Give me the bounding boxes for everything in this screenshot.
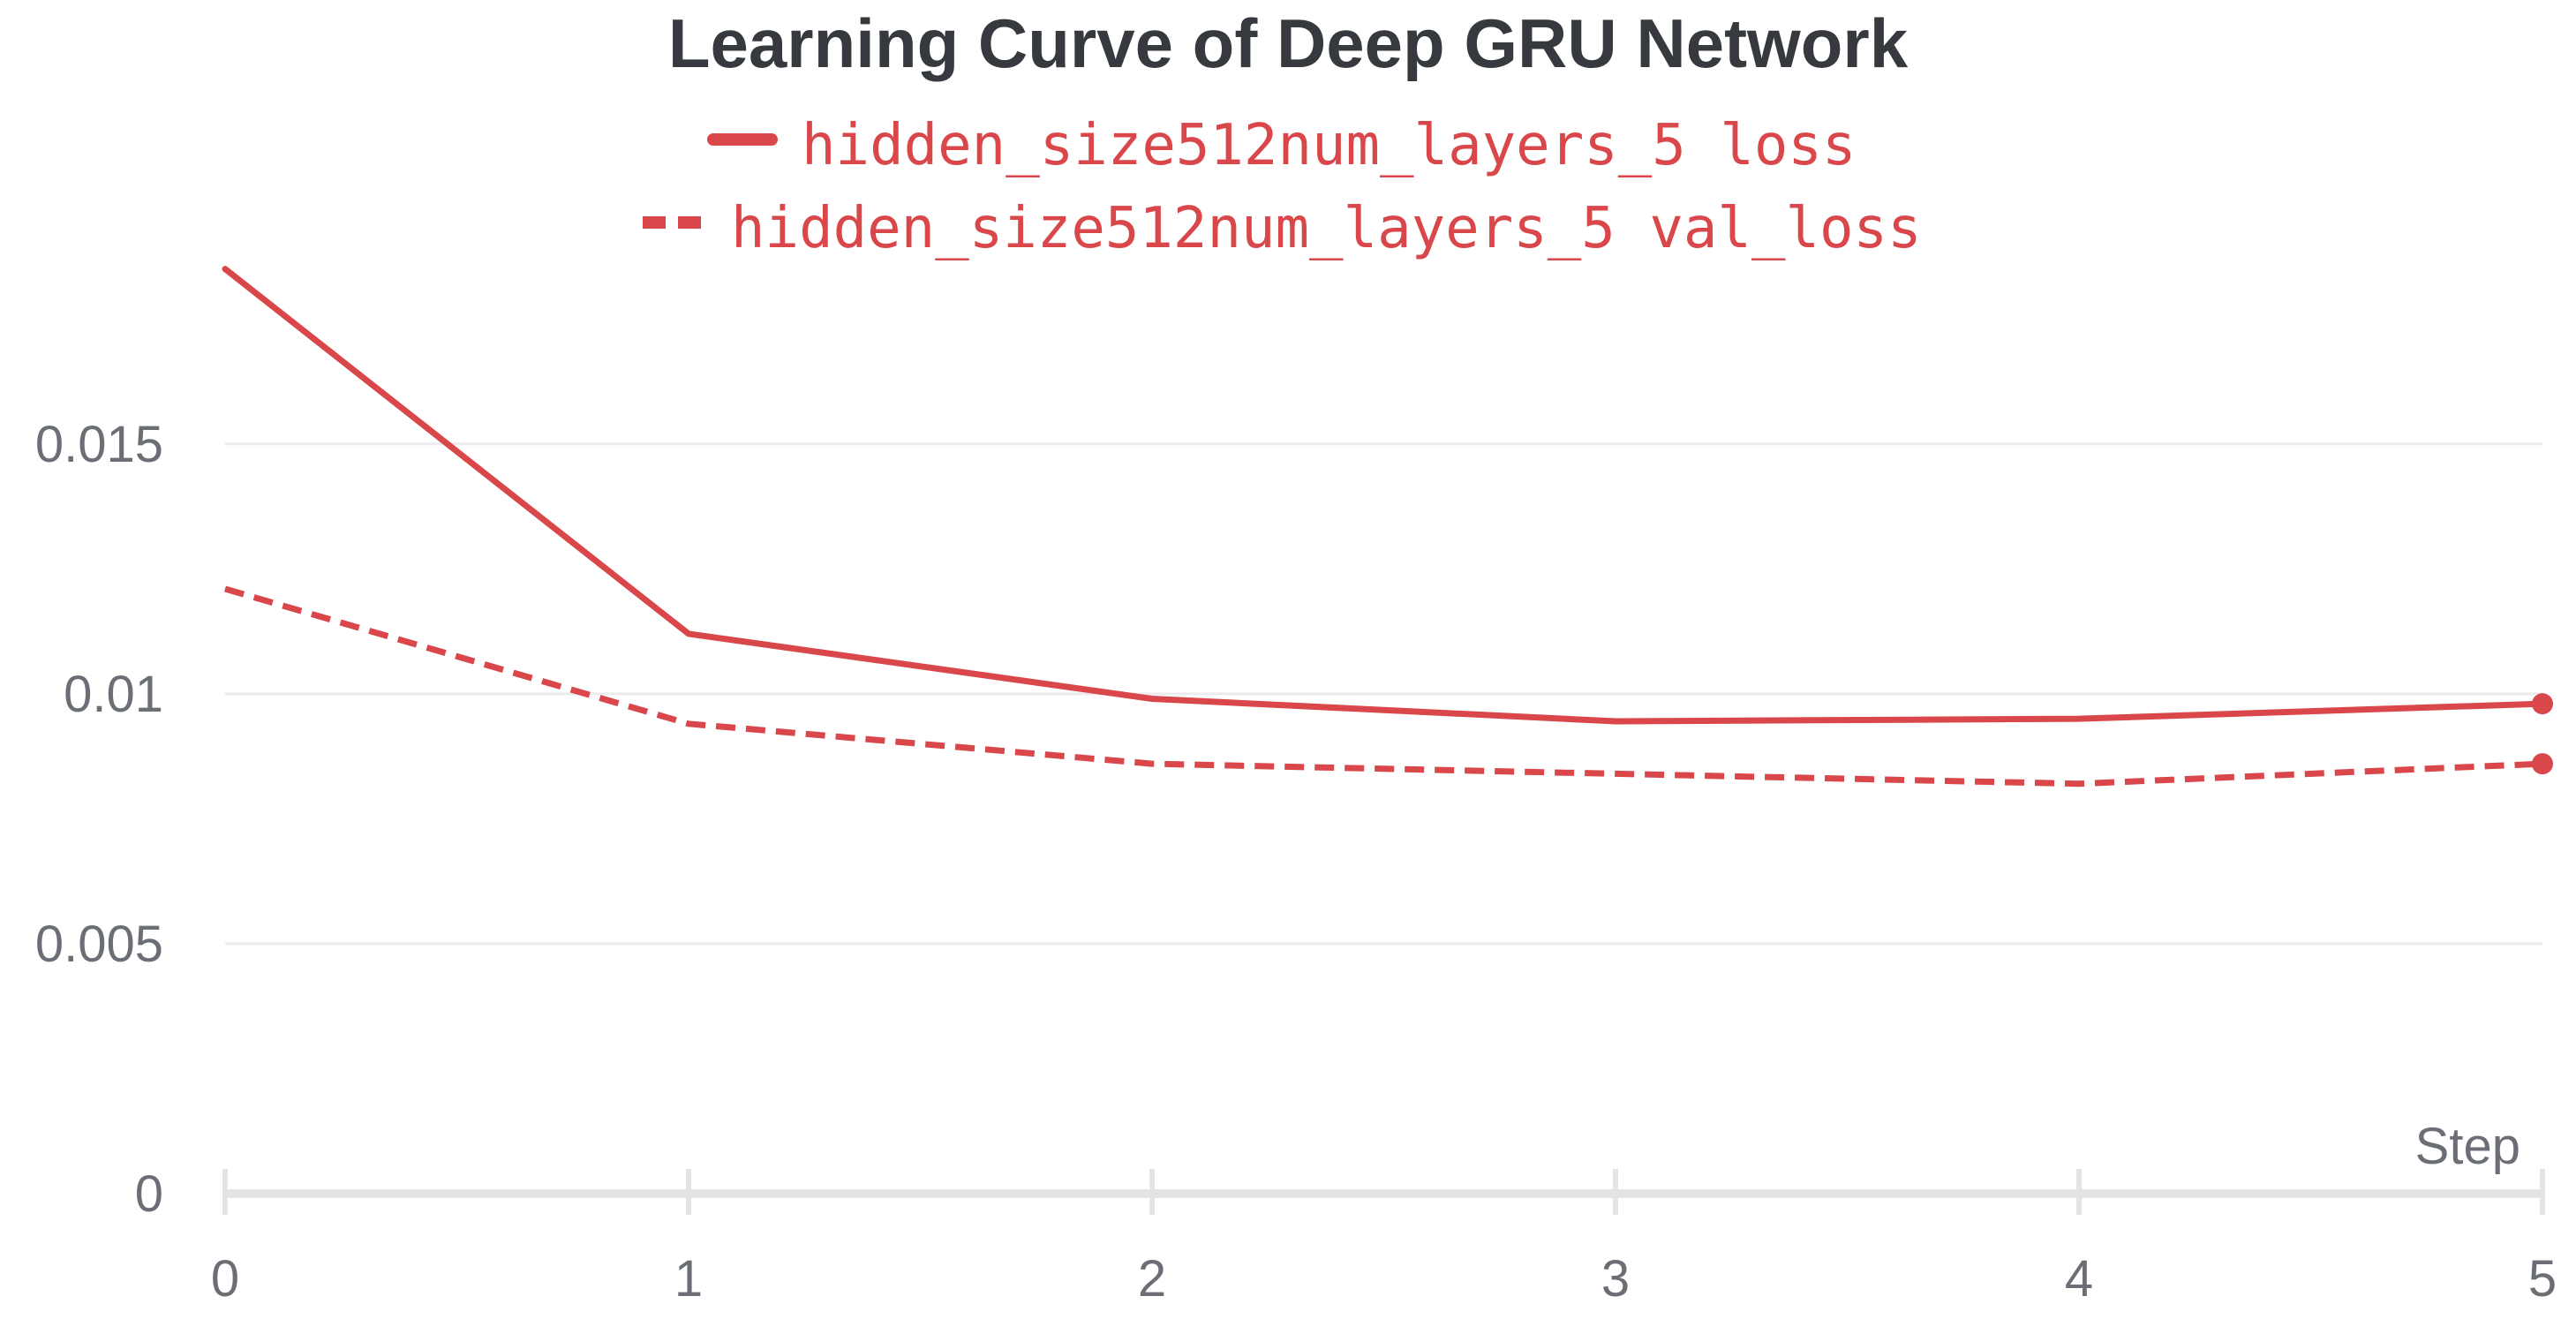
- x-ticks: 0 1 2 3 4 5: [211, 1169, 2557, 1308]
- series-line-0: [222, 266, 2546, 725]
- series-lines: [222, 266, 2553, 788]
- x-tick-label-3: 3: [1601, 1250, 1630, 1308]
- y-tick-label-1: 0.005: [35, 916, 163, 973]
- y-tick-label-0: 0: [135, 1165, 163, 1223]
- x-axis: 0 1 2 3 4 5 Step: [211, 1118, 2557, 1308]
- x-tick-label-2: 2: [1138, 1250, 1166, 1308]
- data-point-1-5: [2532, 753, 2553, 775]
- x-axis-label: Step: [2415, 1118, 2520, 1175]
- series-line-1: [224, 585, 2543, 788]
- x-tick-label-5: 5: [2528, 1250, 2557, 1308]
- legend: hidden_size512num_layers_5 loss hidden_s…: [643, 113, 1922, 261]
- y-tick-labels: 0 0.005 0.01 0.015: [35, 416, 163, 1223]
- x-tick-label-4: 4: [2065, 1250, 2093, 1308]
- data-point-0-5: [2532, 693, 2553, 715]
- legend-label-loss: hidden_size512num_layers_5 loss: [802, 113, 1856, 178]
- legend-item-loss[interactable]: hidden_size512num_layers_5 loss: [707, 113, 1856, 178]
- legend-label-val-loss: hidden_size512num_layers_5 val_loss: [731, 196, 1922, 261]
- x-tick-label-1: 1: [674, 1250, 703, 1308]
- x-tick-label-0: 0: [211, 1250, 239, 1308]
- legend-item-val-loss[interactable]: hidden_size512num_layers_5 val_loss: [643, 196, 1922, 261]
- chart-title: Learning Curve of Deep GRU Network: [668, 4, 1909, 82]
- y-tick-label-3: 0.015: [35, 416, 163, 473]
- y-tick-label-2: 0.01: [64, 666, 163, 723]
- gridlines: [225, 442, 2542, 946]
